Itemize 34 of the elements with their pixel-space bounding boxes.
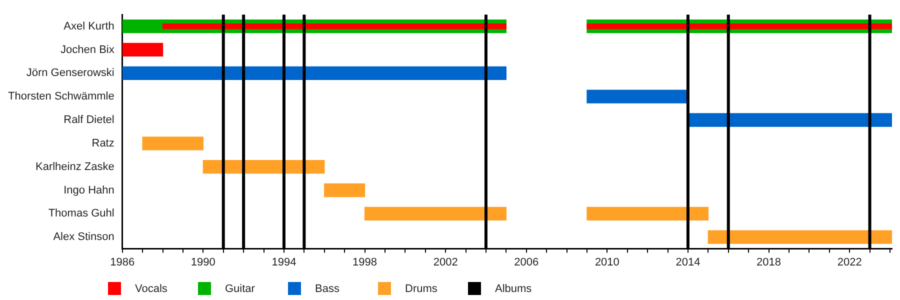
bar <box>586 23 892 30</box>
x-tick-label: 1998 <box>352 256 378 268</box>
x-tick-label: 2022 <box>837 256 862 268</box>
y-tick-label: Jochen Bix <box>60 44 115 56</box>
y-tick-label: Thomas Guhl <box>48 208 114 220</box>
y-tick-label: Axel Kurth <box>64 20 114 32</box>
x-tick-label: 2014 <box>676 256 700 268</box>
bar <box>586 90 688 104</box>
y-tick-label: Ingo Hahn <box>64 184 114 196</box>
bar <box>688 113 892 127</box>
bar <box>586 206 709 220</box>
legend-label: Guitar <box>225 282 255 294</box>
bar <box>324 183 366 198</box>
legend-label: Vocals <box>135 282 168 294</box>
x-tick-label: 2018 <box>756 256 782 268</box>
bar <box>708 230 892 244</box>
x-tick-label: 1986 <box>110 256 135 268</box>
bar <box>122 66 507 80</box>
legend-label: Drums <box>405 282 438 294</box>
y-tick-label: Alex Stinson <box>53 231 114 244</box>
y-tick-label: Karlheinz Zaske <box>35 160 114 173</box>
legend-label: Bass <box>315 282 340 294</box>
y-tick-label: Thorsten Schwämmle <box>8 90 114 103</box>
y-tick-label: Ralf Dietel <box>64 114 114 126</box>
legend-label: Albums <box>495 282 532 294</box>
x-tick-label: 1994 <box>272 256 296 268</box>
y-tick-label: Ratz <box>92 137 114 150</box>
x-tick-label: 2002 <box>433 256 458 268</box>
y-tick-label: Jörn Genserowski <box>26 67 114 80</box>
bar <box>142 136 204 150</box>
bar <box>364 206 507 220</box>
x-tick-label: 2006 <box>514 256 539 268</box>
x-tick-label: 1990 <box>190 256 216 268</box>
x-tick-label: 2010 <box>594 256 620 268</box>
